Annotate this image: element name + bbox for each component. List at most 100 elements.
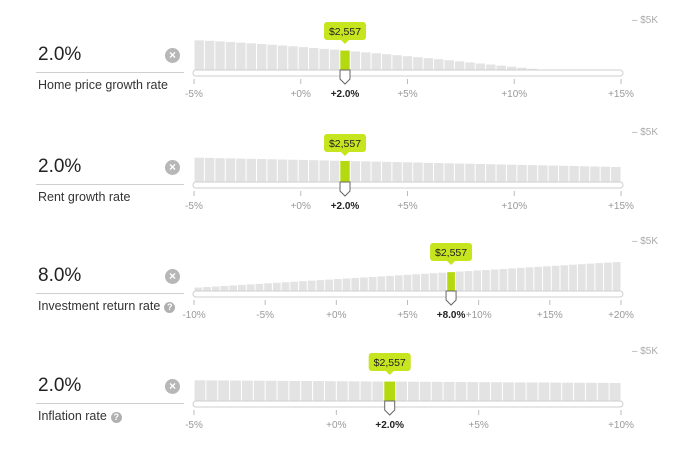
bar[interactable]: [225, 42, 236, 70]
bar[interactable]: [381, 54, 392, 70]
bar[interactable]: [579, 166, 590, 182]
bar[interactable]: [229, 285, 238, 291]
bar[interactable]: [324, 381, 336, 401]
slider-handle[interactable]: [384, 400, 396, 416]
bar[interactable]: [496, 65, 506, 70]
bar[interactable]: [371, 53, 381, 70]
bar[interactable]: [371, 161, 381, 182]
bar[interactable]: [288, 46, 298, 70]
bar[interactable]: [402, 56, 413, 70]
clear-icon[interactable]: ×: [165, 48, 180, 63]
bar[interactable]: [256, 44, 267, 70]
bar[interactable]: [348, 381, 360, 401]
bar[interactable]: [551, 265, 560, 291]
bar[interactable]: [218, 380, 230, 401]
bar[interactable]: [211, 286, 220, 291]
bar[interactable]: [490, 269, 499, 291]
bar[interactable]: [569, 264, 577, 291]
bar[interactable]: [215, 158, 225, 182]
bar[interactable]: [351, 278, 360, 291]
bar[interactable]: [281, 282, 290, 291]
bar[interactable]: [464, 271, 473, 291]
bar[interactable]: [319, 48, 329, 70]
bar[interactable]: [301, 381, 313, 401]
slider-chart[interactable]: – $5K -10% -5% +0% +5% +10% +15% +20% $2,557 +8.0…: [0, 221, 700, 326]
value-input[interactable]: 8.0%: [38, 265, 82, 286]
bar[interactable]: [516, 267, 525, 291]
bar[interactable]: [402, 162, 413, 182]
bar[interactable]: [559, 165, 569, 182]
bar[interactable]: [396, 381, 407, 401]
bar[interactable]: [538, 165, 548, 182]
bar[interactable]: [413, 162, 423, 182]
bar[interactable]: [569, 166, 579, 182]
clear-icon[interactable]: ×: [165, 160, 180, 175]
bar[interactable]: [543, 266, 551, 291]
bar[interactable]: [298, 47, 309, 70]
slider-track[interactable]: [192, 400, 624, 408]
bar[interactable]: [574, 382, 585, 401]
bar[interactable]: [560, 265, 569, 291]
bar[interactable]: [562, 382, 574, 401]
bar[interactable]: [264, 283, 272, 291]
help-icon[interactable]: ?: [110, 412, 122, 423]
help-icon[interactable]: ?: [164, 302, 176, 313]
bar[interactable]: [288, 159, 298, 182]
bar[interactable]: [267, 44, 277, 70]
bar[interactable]: [309, 47, 319, 70]
value-input[interactable]: 2.0%: [38, 156, 82, 177]
bar[interactable]: [394, 275, 403, 291]
bar[interactable]: [612, 262, 621, 291]
slider-handle[interactable]: [445, 290, 457, 306]
selected-bar[interactable]: [384, 381, 396, 401]
bar[interactable]: [386, 275, 394, 291]
bar[interactable]: [486, 164, 496, 182]
bar[interactable]: [538, 382, 550, 401]
slider-handle[interactable]: [339, 181, 351, 197]
bar[interactable]: [408, 381, 419, 401]
bar[interactable]: [421, 273, 429, 291]
bar[interactable]: [475, 163, 486, 182]
clear-icon[interactable]: ×: [165, 379, 180, 394]
bar[interactable]: [454, 163, 465, 182]
slider-track[interactable]: [192, 290, 624, 298]
bar[interactable]: [230, 380, 241, 401]
slider-handle[interactable]: [339, 69, 351, 85]
bar[interactable]: [289, 380, 301, 401]
bar[interactable]: [419, 381, 431, 401]
bar[interactable]: [360, 381, 372, 401]
bar[interactable]: [508, 268, 516, 291]
selected-bar[interactable]: [340, 50, 350, 70]
bar[interactable]: [444, 60, 454, 70]
bar[interactable]: [392, 162, 402, 182]
bar[interactable]: [194, 287, 203, 291]
bar[interactable]: [236, 42, 246, 70]
bar[interactable]: [467, 382, 479, 401]
bar[interactable]: [486, 64, 496, 70]
bar[interactable]: [609, 382, 621, 401]
bar[interactable]: [361, 52, 371, 70]
bar[interactable]: [361, 161, 371, 182]
slider-chart[interactable]: – $5K -5% +0% +5% +10% +15% $2,557 +2.0%: [0, 0, 700, 105]
bar[interactable]: [517, 164, 527, 182]
bar[interactable]: [517, 67, 527, 70]
bar[interactable]: [194, 40, 204, 70]
bar[interactable]: [253, 380, 265, 401]
bar[interactable]: [604, 262, 612, 291]
bar[interactable]: [413, 57, 423, 70]
bar[interactable]: [316, 280, 325, 291]
bar[interactable]: [526, 382, 538, 401]
bar[interactable]: [434, 59, 444, 70]
bar[interactable]: [548, 165, 559, 182]
bar[interactable]: [290, 281, 299, 291]
bar[interactable]: [368, 276, 377, 291]
bar[interactable]: [600, 166, 611, 182]
selected-bar[interactable]: [447, 272, 455, 291]
bar[interactable]: [434, 163, 444, 182]
bar[interactable]: [423, 58, 434, 70]
bar[interactable]: [455, 382, 467, 401]
bar[interactable]: [360, 277, 368, 291]
bar[interactable]: [255, 283, 264, 291]
value-input[interactable]: 2.0%: [38, 375, 82, 396]
bar[interactable]: [194, 380, 206, 401]
